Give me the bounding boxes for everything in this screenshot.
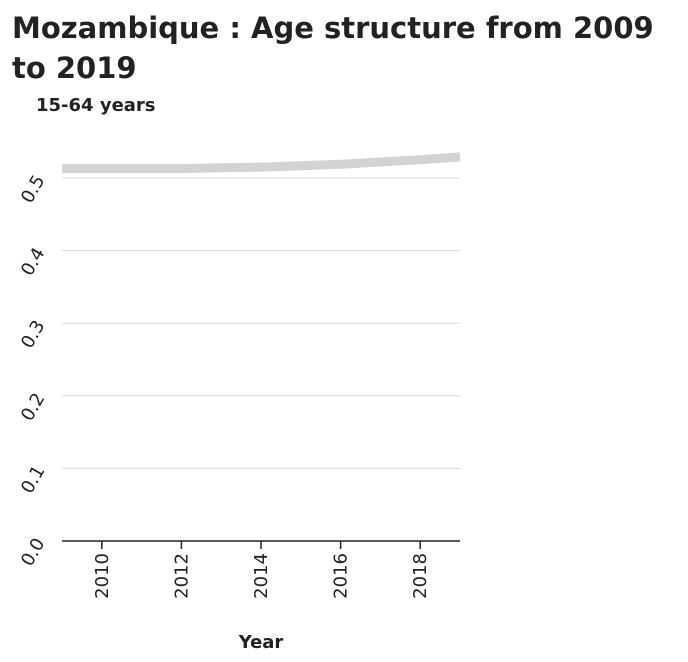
- x-axis-label: Year: [238, 632, 284, 653]
- x-tick-label: 2018: [410, 553, 431, 599]
- chart-title: Mozambique : Age structure from 2009 to …: [12, 11, 654, 85]
- y-tick-label: 0.0: [17, 535, 50, 570]
- x-tick-label: 2014: [251, 553, 272, 599]
- x-tick-label: 2012: [171, 553, 192, 599]
- y-ticks: 0.0 0.1 0.2 0.3 0.4 0.5: [17, 172, 50, 570]
- y-axis-label: 15-64 years: [36, 95, 156, 116]
- gridlines: [62, 177, 460, 469]
- x-tick-label: 2016: [331, 553, 352, 599]
- series-line: [62, 152, 461, 174]
- y-tick-label: 0.5: [17, 172, 50, 207]
- y-tick-label: 0.2: [17, 389, 50, 424]
- y-tick-label: 0.1: [17, 462, 50, 497]
- y-tick-label: 0.3: [17, 317, 50, 352]
- x-tick-label: 2010: [92, 553, 113, 599]
- y-tick-label: 0.4: [17, 244, 50, 279]
- x-ticks: 2010 2012 2014 2016 2018: [92, 541, 431, 599]
- series-layer: [62, 152, 461, 174]
